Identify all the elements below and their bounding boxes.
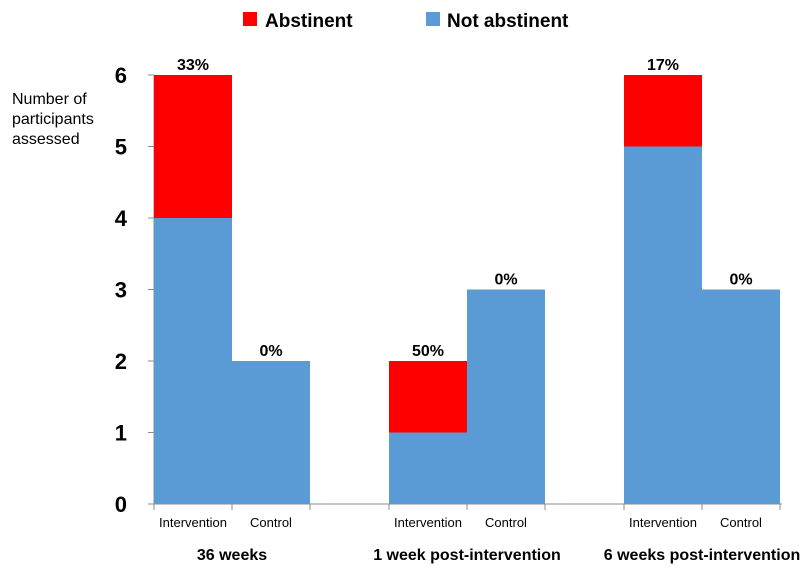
y-tick-label: 4 [115,206,128,231]
bar-not-abstinent [702,289,780,504]
percent-label: 0% [259,343,282,360]
bars [154,75,780,504]
y-axis-label: Number of participants assessed [12,91,98,148]
y-axis-label-line-3: assessed [12,131,80,148]
y-tick-label: 3 [115,278,127,303]
y-tick-label: 6 [115,63,127,88]
group-label: 6 weeks post-intervention [604,547,800,564]
bar-abstinent [624,75,702,147]
category-label: Intervention [629,515,697,530]
category-label: Intervention [394,515,462,530]
y-tick-label: 2 [115,349,127,374]
category-label: Control [720,515,762,530]
percent-label: 50% [412,343,444,360]
percent-label: 17% [647,57,679,74]
percent-label: 0% [494,272,517,289]
y-tick-label: 1 [115,421,127,446]
bar-not-abstinent [467,289,545,504]
bar-not-abstinent [624,146,702,504]
percent-label: 33% [177,57,209,74]
group-label: 36 weeks [197,547,267,564]
legend-swatch-not-abstinent [426,12,440,26]
percent-label: 0% [729,272,752,289]
y-tick-label: 5 [115,135,127,160]
y-axis-label-line-2: participants [12,111,94,128]
legend: Abstinent Not abstinent [243,11,569,32]
bar-not-abstinent [232,361,310,504]
y-tick-label: 0 [115,492,127,517]
legend-swatch-abstinent [243,12,257,26]
group-label: 1 week post-intervention [373,547,561,564]
labels: 33% Intervention 0% Control 36 weeks 50% Inter… [159,57,800,564]
bar-abstinent [154,75,232,218]
bar-not-abstinent [154,218,232,504]
category-label: Control [485,515,527,530]
y-axis-label-line-1: Number of [12,91,87,108]
category-label: Control [250,515,292,530]
legend-label-not-abstinent: Not abstinent [447,11,569,32]
bar-abstinent [389,361,467,433]
bar-not-abstinent [389,432,467,504]
legend-label-abstinent: Abstinent [265,11,353,32]
category-label: Intervention [159,515,227,530]
